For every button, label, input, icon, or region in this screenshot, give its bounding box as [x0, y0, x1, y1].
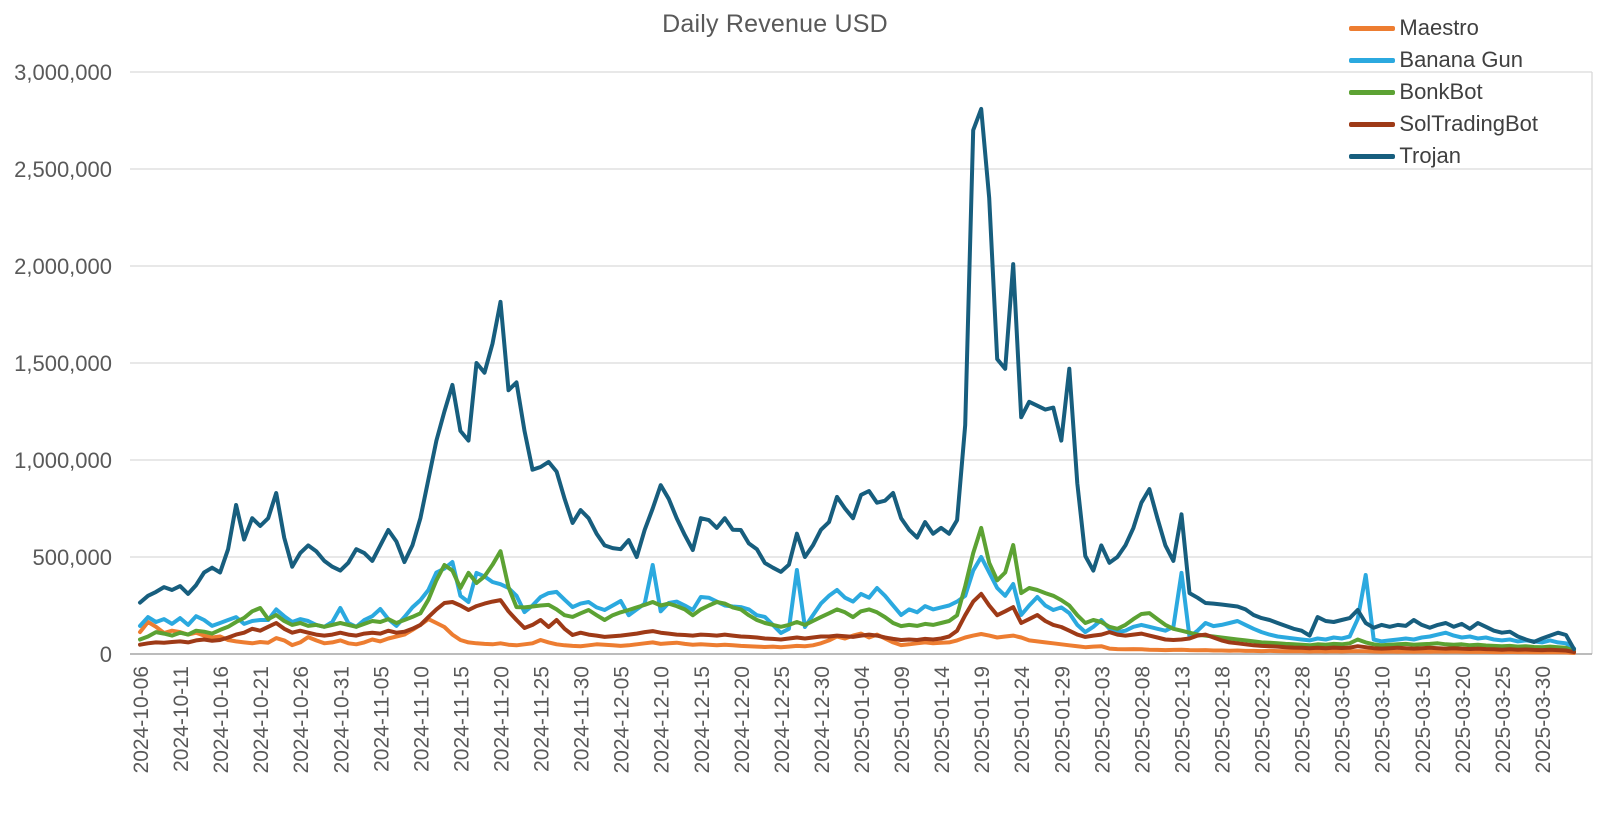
series-line-soltradingbot: [138, 591, 1576, 655]
legend-swatch: [1349, 57, 1396, 63]
legend-swatch: [1349, 153, 1396, 159]
x-tick-label: 2024-12-20: [731, 666, 754, 773]
x-tick-label: 2024-10-16: [210, 666, 233, 773]
x-tick-label: 2024-10-31: [330, 666, 353, 773]
x-tick-label: 2024-12-25: [771, 666, 794, 773]
x-tick-label: 2024-10-21: [250, 666, 273, 773]
x-tick-label: 2025-02-18: [1212, 666, 1235, 773]
x-tick-label: 2024-10-26: [290, 666, 313, 773]
x-tick-label: 2025-03-05: [1332, 666, 1355, 773]
x-tick-label: 2024-12-05: [611, 666, 634, 773]
legend-item-bonkbot: BonkBot: [1349, 76, 1538, 108]
x-tick-label: 2025-01-04: [851, 666, 874, 774]
x-tick-label: 2025-01-24: [1011, 666, 1034, 774]
x-tick-label: 2025-02-08: [1131, 666, 1154, 773]
y-tick-label: 1,000,000: [14, 448, 112, 473]
y-tick-label: 2,000,000: [14, 254, 112, 279]
legend-label: Banana Gun: [1399, 47, 1523, 72]
legend-swatch: [1349, 25, 1396, 31]
x-tick-label: 2025-02-28: [1292, 666, 1315, 773]
x-tick-label: 2024-12-10: [651, 666, 674, 773]
legend-swatch: [1349, 121, 1396, 127]
y-tick-label: 0: [100, 642, 112, 667]
x-tick-label: 2024-11-30: [571, 666, 594, 772]
x-tick-label: 2024-12-15: [691, 666, 714, 773]
legend-label: Trojan: [1399, 143, 1461, 168]
x-tick-label: 2025-03-25: [1492, 666, 1515, 773]
x-tick-label: 2025-01-09: [891, 666, 914, 773]
x-tick-label: 2025-01-19: [971, 666, 994, 773]
x-tick-label: 2025-02-23: [1252, 666, 1275, 773]
legend-label: Maestro: [1399, 15, 1479, 40]
legend-item-trojan: Trojan: [1349, 140, 1538, 172]
x-tick-label: 2024-11-15: [450, 666, 473, 772]
x-tick-label: 2025-03-15: [1412, 666, 1435, 773]
x-tick-label: 2025-03-10: [1372, 666, 1395, 773]
series-line-bonkbot: [138, 525, 1576, 654]
x-tick-label: 2024-12-30: [811, 666, 834, 773]
x-tick-label: 2024-11-05: [370, 666, 393, 772]
y-tick-label: 500,000: [32, 545, 112, 570]
legend-item-maestro: Maestro: [1349, 12, 1538, 44]
x-tick-label: 2024-11-20: [491, 666, 514, 772]
x-tick-label: 2024-11-10: [410, 666, 433, 772]
x-tick-label: 2025-02-13: [1171, 666, 1194, 773]
x-tick-label: 2025-03-20: [1452, 666, 1475, 773]
x-tick-label: 2024-10-11: [170, 666, 193, 772]
x-tick-label: 2025-01-14: [931, 666, 954, 774]
x-tick-label: 2024-11-25: [531, 666, 554, 772]
legend-item-banana-gun: Banana Gun: [1349, 44, 1538, 76]
x-tick-label: 2025-02-03: [1091, 666, 1114, 773]
x-tick-label: 2025-01-29: [1051, 666, 1074, 773]
series-line-banana-gun: [138, 555, 1576, 651]
x-tick-label: 2025-03-30: [1532, 666, 1555, 773]
y-tick-label: 3,000,000: [14, 60, 112, 85]
y-tick-label: 1,500,000: [14, 351, 112, 376]
x-tick-label: 2024-10-06: [130, 666, 153, 773]
chart-legend: Maestro Banana Gun BonkBot SolTradingBot Tro…: [1349, 12, 1538, 172]
chart-title: Daily Revenue USD: [662, 10, 888, 38]
y-tick-label: 2,500,000: [14, 157, 112, 182]
legend-label: SolTradingBot: [1399, 111, 1538, 136]
legend-item-soltradingbot: SolTradingBot: [1349, 108, 1538, 140]
series-line-trojan: [138, 106, 1576, 652]
legend-label: BonkBot: [1399, 79, 1483, 104]
legend-swatch: [1349, 89, 1396, 95]
